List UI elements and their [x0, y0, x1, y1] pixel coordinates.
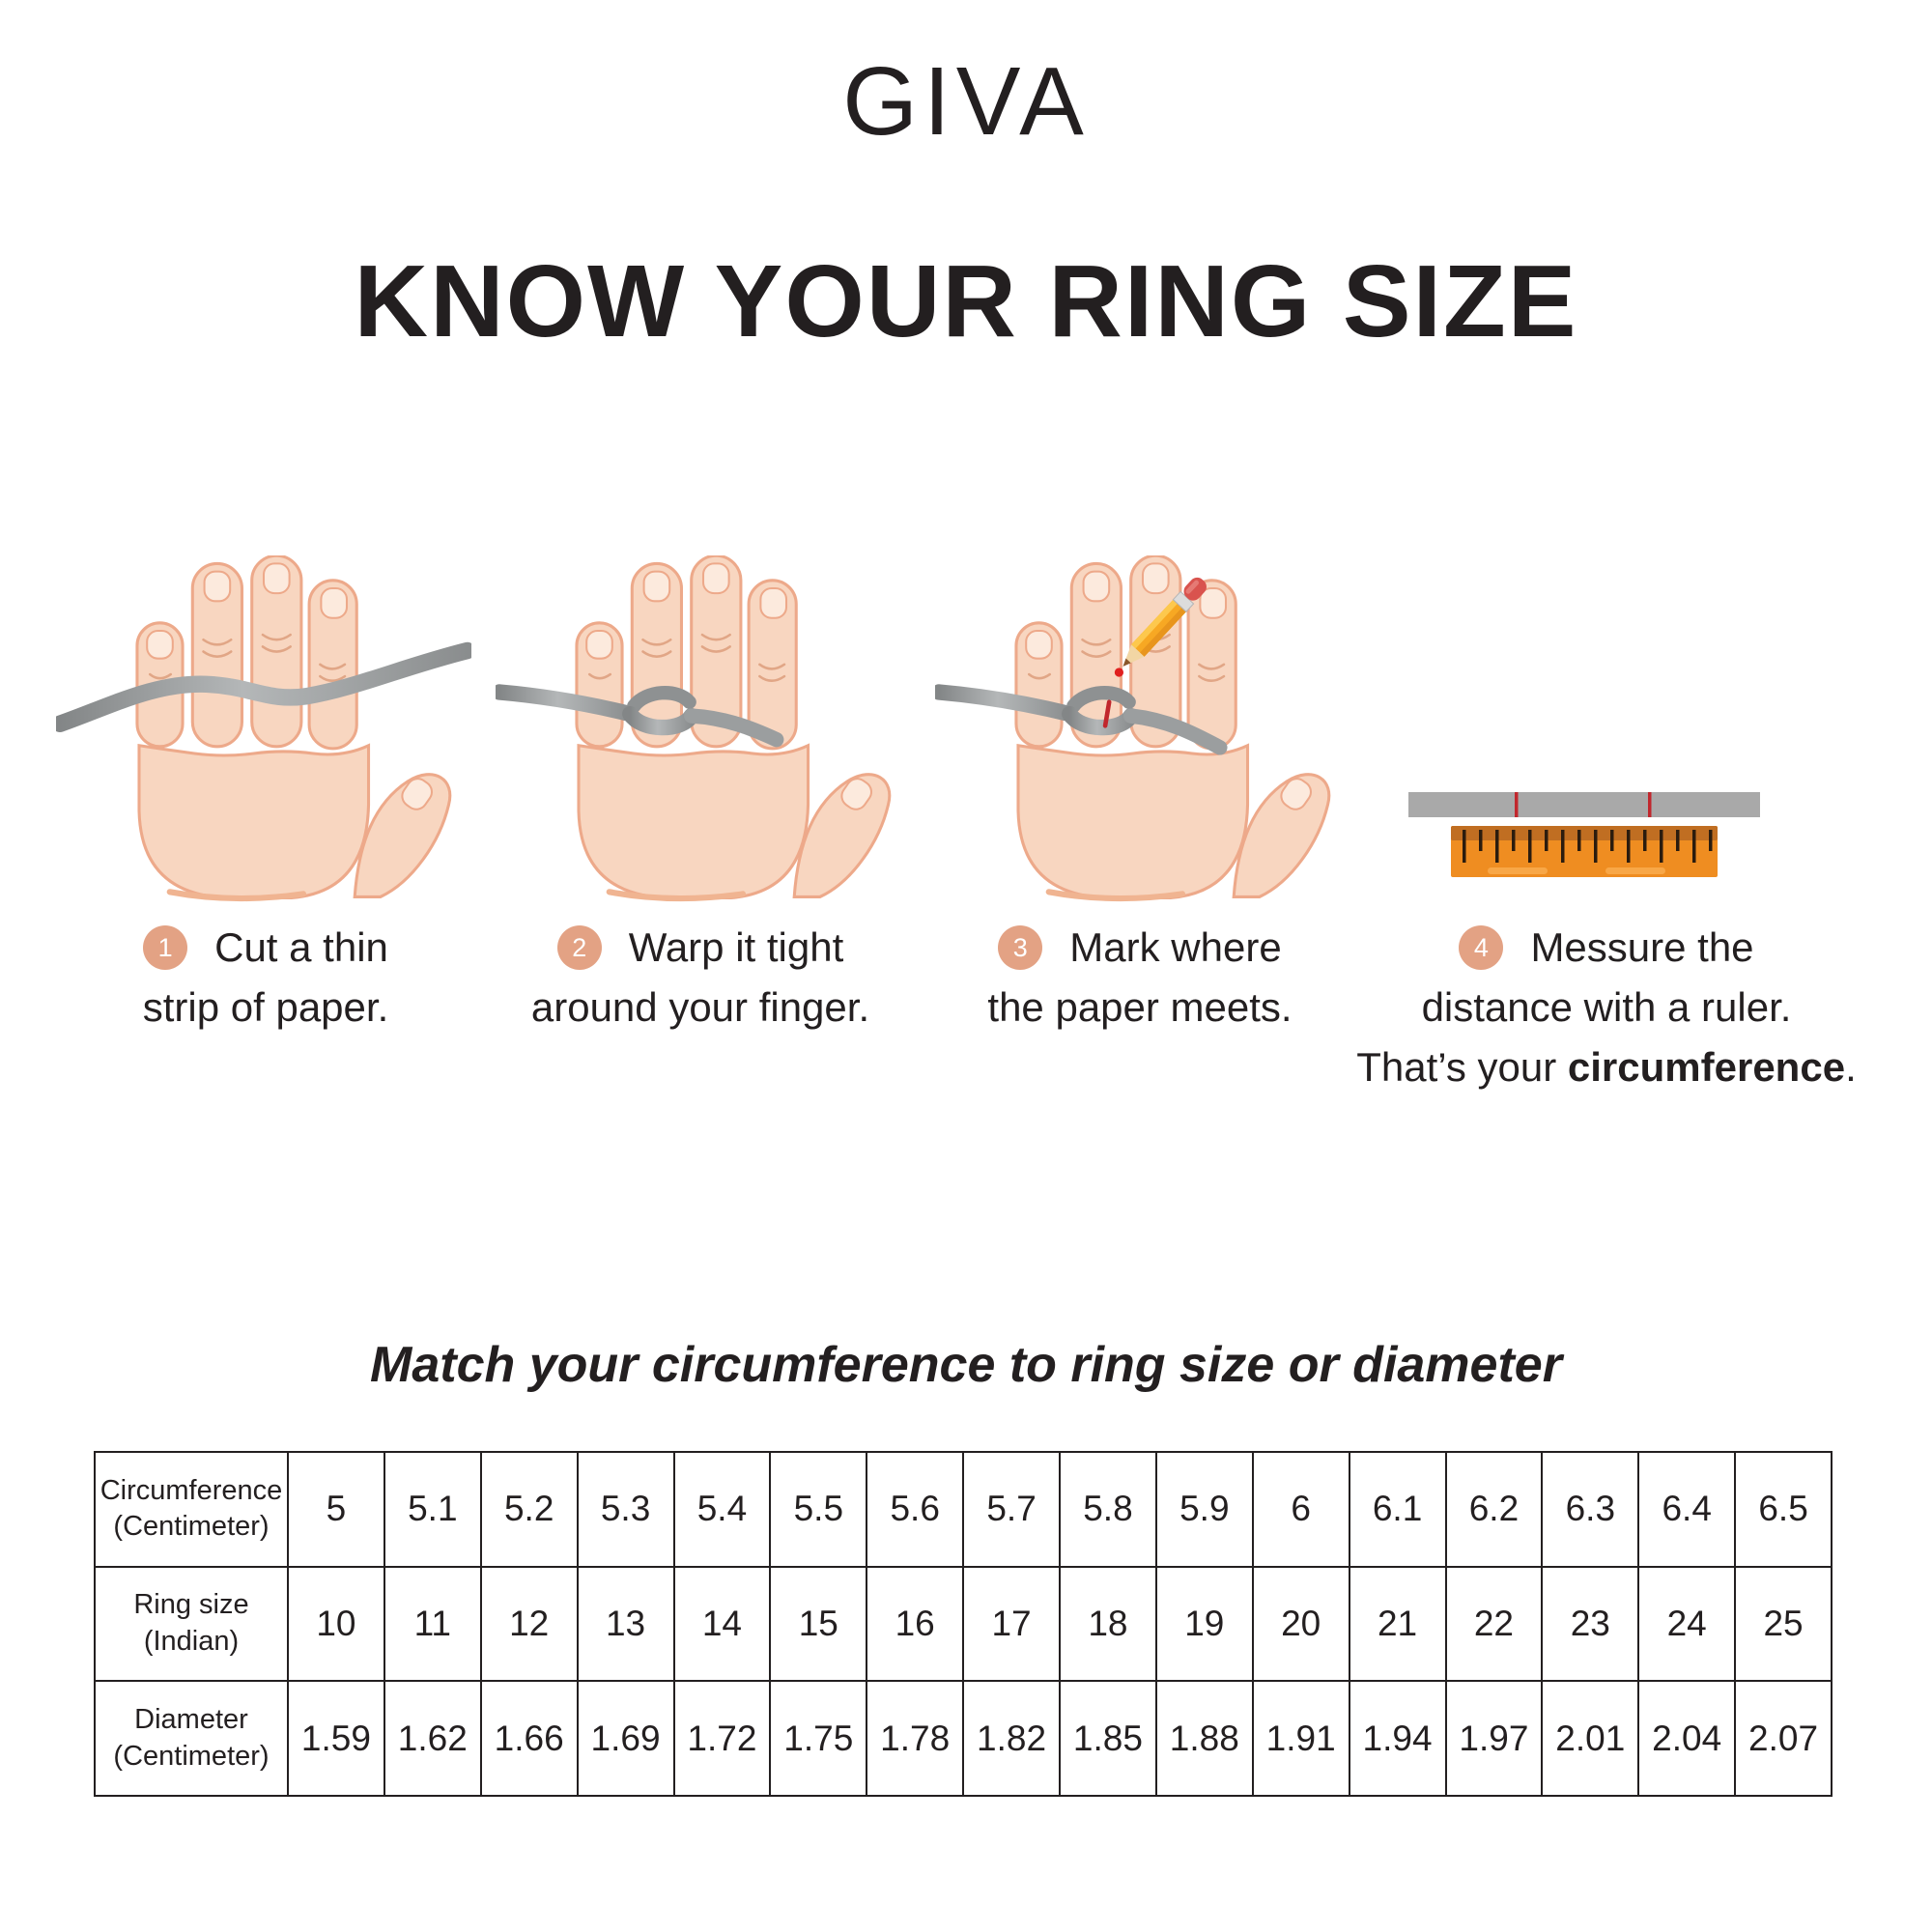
- pencil-icon: [1122, 577, 1207, 667]
- hand-step-1-illustration: [56, 555, 471, 912]
- table-cell: 1.82: [962, 1680, 1061, 1797]
- table-cell: 10: [287, 1565, 385, 1683]
- table-heading: Match your circumference to ring size or…: [370, 1337, 1562, 1393]
- step-2-text-line-1: Warp it tight: [628, 924, 844, 970]
- step-4-number-badge: 4: [1459, 925, 1504, 970]
- table-cell: 6.3: [1541, 1451, 1640, 1568]
- step-1-text-line-2: strip of paper.: [142, 984, 389, 1030]
- table-cell: 1.59: [287, 1680, 385, 1797]
- table-cell: 1.66: [479, 1680, 579, 1797]
- pencil-dot-icon: [1114, 668, 1124, 677]
- table-cell: 1.91: [1251, 1680, 1350, 1797]
- brand-logo: GIVA: [842, 47, 1090, 156]
- table-cell: 5.6: [866, 1451, 965, 1568]
- table-cell: 11: [383, 1565, 482, 1683]
- paper-strip-icon: [1408, 792, 1760, 817]
- table-cell: 21: [1348, 1565, 1447, 1683]
- step-1: 1 Cut a thin strip of paper.: [53, 918, 478, 1037]
- table-cell: 2.04: [1637, 1680, 1737, 1797]
- table-cell: 5: [287, 1451, 385, 1568]
- table-cell: 1.78: [866, 1680, 965, 1797]
- table-cell: 1.75: [769, 1680, 868, 1797]
- step-2-text-line-2: around your finger.: [530, 984, 870, 1030]
- table-cell: 19: [1154, 1565, 1254, 1683]
- table-cell: 20: [1251, 1565, 1350, 1683]
- table-cell: 6.2: [1444, 1451, 1544, 1568]
- row-label: Diameter (Centimeter): [94, 1680, 289, 1797]
- step-1-number-badge: 1: [143, 925, 188, 970]
- table-cell: 5.2: [479, 1451, 579, 1568]
- table-cell: 5.9: [1154, 1451, 1254, 1568]
- table-cell: 2.01: [1541, 1680, 1640, 1797]
- table-cell: 15: [769, 1565, 868, 1683]
- step-4: 4 Messure the distance with a ruler. Tha…: [1346, 918, 1867, 1097]
- table-cell: 6.5: [1734, 1451, 1833, 1568]
- table-cell: 6.1: [1348, 1451, 1447, 1568]
- table-cell: 5.5: [769, 1451, 868, 1568]
- step-3-number-badge: 3: [998, 925, 1043, 970]
- table-cell: 25: [1734, 1565, 1833, 1683]
- step-2: 2 Warp it tight around your finger.: [483, 918, 918, 1037]
- step-2-number-badge: 2: [556, 925, 602, 970]
- table-row: Ring size (Indian) 10 11 12 13 14 15 16 17 18 19 20 2…: [94, 1565, 1833, 1683]
- table-cell: 1.72: [672, 1680, 772, 1797]
- table-cell: 5.3: [576, 1451, 675, 1568]
- table-cell: 6.4: [1637, 1451, 1737, 1568]
- step-4-text-line-2: distance with a ruler.: [1421, 984, 1792, 1030]
- paper-strip-icon: [56, 641, 471, 732]
- table-cell: 22: [1444, 1565, 1544, 1683]
- table-cell: 1.69: [576, 1680, 675, 1797]
- table-cell: 1.85: [1059, 1680, 1157, 1797]
- table-row: Circumference (Centimeter) 5 5.1 5.2 5.3 5.4 5.…: [94, 1451, 1833, 1568]
- paper-strip-wrapped-icon: [935, 684, 1228, 755]
- step-3-text-line-2: the paper meets.: [987, 984, 1293, 1030]
- table-cell: 2.07: [1734, 1680, 1833, 1797]
- step-3: 3 Mark where the paper meets.: [918, 918, 1362, 1037]
- step-4-text-line-3: That’s your circumference.: [1356, 1044, 1857, 1090]
- ring-size-table: Circumference (Centimeter) 5 5.1 5.2 5.3 5.4 5.…: [94, 1451, 1833, 1797]
- table-cell: 24: [1637, 1565, 1737, 1683]
- table-cell: 13: [576, 1565, 675, 1683]
- table-cell: 17: [962, 1565, 1061, 1683]
- page-title: KNOW YOUR RING SIZE: [354, 244, 1578, 358]
- ruler-step-4-illustration: [1391, 784, 1777, 881]
- table-cell: 16: [866, 1565, 965, 1683]
- ruler-icon: [1451, 826, 1718, 877]
- step-1-text-line-1: Cut a thin: [214, 924, 388, 970]
- table-cell: 1.62: [383, 1680, 482, 1797]
- table-cell: 18: [1059, 1565, 1157, 1683]
- table-cell: 23: [1541, 1565, 1640, 1683]
- table-cell: 12: [479, 1565, 579, 1683]
- table-cell: 5.8: [1059, 1451, 1157, 1568]
- hand-step-3-illustration: [935, 555, 1350, 912]
- table-cell: 1.88: [1154, 1680, 1254, 1797]
- table-cell: 6: [1251, 1451, 1350, 1568]
- red-mark-icon: [1102, 699, 1112, 728]
- table-cell: 5.7: [962, 1451, 1061, 1568]
- table-cell: 14: [672, 1565, 772, 1683]
- step-3-text-line-1: Mark where: [1069, 924, 1282, 970]
- row-label: Ring size (Indian): [94, 1565, 289, 1683]
- step-4-text-line-1: Messure the: [1530, 924, 1754, 970]
- table-cell: 5.1: [383, 1451, 482, 1568]
- hand-step-2-illustration: [496, 555, 911, 912]
- table-body: Circumference (Centimeter) 5 5.1 5.2 5.3 5.4 5.…: [94, 1451, 1833, 1797]
- table-row: Diameter (Centimeter) 1.59 1.62 1.66 1.69 1.72…: [94, 1680, 1833, 1797]
- table-cell: 1.94: [1348, 1680, 1447, 1797]
- table-cell: 5.4: [672, 1451, 772, 1568]
- table-cell: 1.97: [1444, 1680, 1544, 1797]
- paper-strip-wrapped-icon: [496, 684, 784, 748]
- row-label: Circumference (Centimeter): [94, 1451, 289, 1568]
